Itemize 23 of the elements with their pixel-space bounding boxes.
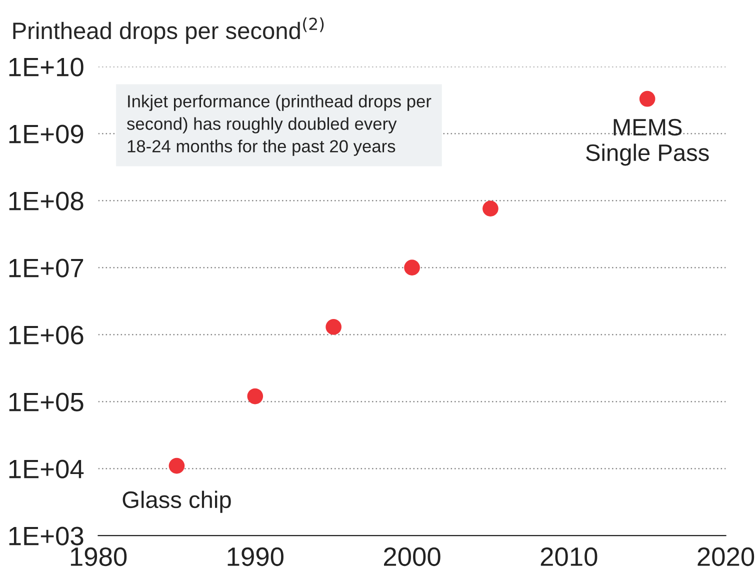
y-tick-label: 1E+07	[9, 258, 84, 278]
y-tick-label: 1E+10	[9, 58, 84, 76]
chart-title: Printhead drops per second$^{(2)}$	[13, 17, 324, 44]
y-tick-label: 1E+04	[9, 460, 84, 478]
annotation: MEMS Single Pass	[586, 118, 709, 166]
point	[404, 260, 420, 276]
point	[168, 458, 185, 474]
x-tick-label: 1980	[70, 547, 127, 566]
y-tick-label: 1E+05	[9, 392, 84, 412]
x-tick-label: 2000	[384, 547, 440, 566]
y-tick-label: 1E+03	[9, 526, 84, 546]
point	[326, 319, 342, 335]
y-tick-label: 1E+06	[9, 326, 84, 344]
point	[482, 200, 498, 216]
y-tick-label: 1E+08	[9, 192, 84, 210]
x-tick-label: 2020	[698, 547, 754, 566]
y-tick-label: 1E+09	[9, 124, 84, 144]
x-tick-label: 2010	[540, 547, 598, 566]
annotation: Inkjet performance (printhead drops per second) has roughly doubled every 18-24 months for the past 20 years	[127, 94, 432, 156]
annotation: Glass chip	[122, 490, 231, 513]
x-tick-label: 1990	[228, 547, 284, 566]
point	[639, 90, 656, 107]
point	[247, 388, 264, 404]
